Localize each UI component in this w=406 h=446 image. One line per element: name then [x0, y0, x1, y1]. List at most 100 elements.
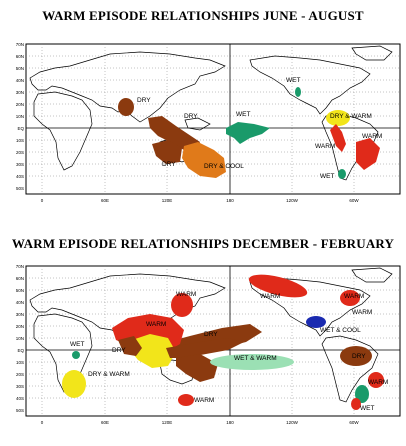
svg-text:50S: 50S	[16, 408, 24, 413]
region-labels: WARM WARM WARM DRY WET DRY & WARM DRY WA…	[70, 291, 388, 412]
label-drywarm: DRY & WARM	[88, 371, 130, 378]
map2-djf: WARM WARM WARM DRY WET DRY & WARM DRY WA…	[16, 264, 401, 425]
svg-text:180: 180	[226, 420, 234, 425]
svg-text:20S: 20S	[16, 372, 24, 377]
label-warm-alaska: WARM	[260, 293, 280, 300]
region-wet-usa	[295, 87, 301, 97]
label-warm-south-aus: WARM	[194, 397, 214, 404]
svg-text:30N: 30N	[16, 90, 24, 95]
region-dry-indonesia	[148, 116, 200, 150]
region-drywarm-indonesia	[130, 334, 176, 368]
label-warm-canada: WARM	[344, 293, 364, 300]
label-wetwarm: WET & WARM	[234, 355, 277, 362]
region-wet-argentina	[338, 169, 346, 179]
label-drycool: DRY & COOL	[204, 163, 244, 170]
svg-text:40S: 40S	[16, 174, 24, 179]
svg-text:10N: 10N	[16, 114, 24, 119]
label-warm-asia: WARM	[146, 321, 166, 328]
svg-text:0: 0	[41, 420, 44, 425]
label-wet-pacific: WET	[236, 111, 250, 118]
svg-text:60W: 60W	[349, 198, 359, 203]
label-warm-us: WARM	[352, 309, 372, 316]
svg-text:60E: 60E	[101, 198, 109, 203]
svg-text:50S: 50S	[16, 186, 24, 191]
svg-text:70N: 70N	[16, 42, 24, 47]
label-wet-argentina: WET	[360, 405, 374, 412]
svg-text:120W: 120W	[286, 198, 299, 203]
map1-title: WARM EPISODE RELATIONSHIPS JUNE - AUGUST	[42, 8, 364, 23]
svg-text:60W: 60W	[349, 420, 359, 425]
label-dry-australia: DRY	[162, 161, 176, 168]
region-wetwarm-pacific	[210, 354, 294, 370]
region-dry-nbrazil	[340, 346, 372, 366]
lon-labels: 0 60E 120E 180 120W 60W	[41, 420, 360, 425]
label-wet-argentina: WET	[320, 173, 334, 180]
label-dry-india: DRY	[137, 97, 151, 104]
region-dry-sasia	[118, 336, 142, 356]
region-dry-india	[118, 98, 134, 116]
label-warm-brazil: WARM	[368, 379, 388, 386]
region-warm-canada	[340, 290, 360, 306]
label-drywarm: DRY & WARM	[330, 113, 372, 120]
svg-text:40N: 40N	[16, 300, 24, 305]
lat-labels: 70N 60N 50N 40N 30N 20N 10N EQ 10S 20S 3…	[16, 42, 25, 191]
svg-text:120W: 120W	[286, 420, 299, 425]
svg-text:10S: 10S	[16, 138, 24, 143]
svg-text:60N: 60N	[16, 54, 24, 59]
region-shapes	[118, 87, 380, 179]
svg-text:10N: 10N	[16, 336, 24, 341]
svg-text:EQ: EQ	[17, 348, 24, 353]
region-wet-pacific	[226, 122, 270, 144]
region-warm-australia-south	[178, 394, 194, 406]
label-wet-eafrica: WET	[70, 341, 84, 348]
svg-text:120E: 120E	[162, 198, 173, 203]
svg-text:10S: 10S	[16, 360, 24, 365]
region-yellow-safrica	[62, 370, 86, 398]
lon-labels: 0 60E 120E 180 120W 60W	[41, 198, 360, 203]
region-warm-alaska	[248, 274, 308, 298]
svg-text:20S: 20S	[16, 150, 24, 155]
region-warm-japan	[171, 293, 193, 317]
label-dry-indonesia: DRY	[184, 113, 198, 120]
region-labels: DRY DRY DRY WET DRY & COOL WET DRY & WAR…	[137, 77, 382, 180]
region-wet-argentina	[355, 385, 369, 403]
region-dry-australia	[152, 140, 182, 164]
svg-text:40S: 40S	[16, 396, 24, 401]
label-dry-pacific-band: DRY	[204, 331, 218, 338]
region-wetcool-usa	[306, 316, 326, 328]
region-shapes	[62, 274, 384, 410]
svg-text:30S: 30S	[16, 162, 24, 167]
svg-text:30S: 30S	[16, 384, 24, 389]
label-wetcool: WET & COOL	[320, 327, 361, 334]
region-drycool-australia	[182, 142, 226, 178]
svg-text:20N: 20N	[16, 324, 24, 329]
label-wet-usa: WET	[286, 77, 300, 84]
svg-text:20N: 20N	[16, 102, 24, 107]
region-dry-australia	[176, 354, 218, 382]
label-warm-japan: WARM	[176, 291, 196, 298]
map1-jja: DRY DRY DRY WET DRY & COOL WET DRY & WAR…	[16, 42, 401, 203]
svg-text:50N: 50N	[16, 288, 24, 293]
label-dry-nbrazil: DRY	[352, 353, 366, 360]
region-warm-brazil	[368, 372, 384, 388]
region-warm-brazil	[356, 138, 380, 170]
label-warm-brazil: WARM	[362, 133, 382, 140]
svg-text:40N: 40N	[16, 78, 24, 83]
lat-labels: 70N 60N 50N 40N 30N 20N 10N EQ 10S 20S 3…	[16, 264, 25, 413]
svg-text:180: 180	[226, 198, 234, 203]
region-warm-colombia	[330, 124, 346, 152]
region-warm-argentina	[351, 398, 361, 410]
svg-text:60E: 60E	[101, 420, 109, 425]
svg-text:EQ: EQ	[17, 126, 24, 131]
svg-text:60N: 60N	[16, 276, 24, 281]
label-warm-colombia: WARM	[315, 143, 335, 150]
svg-text:120E: 120E	[162, 420, 173, 425]
region-dry-pacific	[166, 338, 244, 358]
svg-text:0: 0	[41, 198, 44, 203]
grid-lines	[26, 44, 400, 194]
region-wet-eafrica	[72, 351, 80, 359]
svg-text:30N: 30N	[16, 312, 24, 317]
region-drywarm-caribbean	[326, 110, 350, 126]
svg-text:50N: 50N	[16, 66, 24, 71]
svg-text:70N: 70N	[16, 264, 24, 269]
